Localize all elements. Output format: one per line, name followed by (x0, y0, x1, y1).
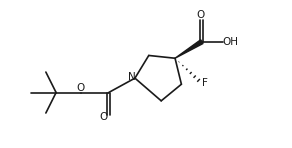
Text: O: O (197, 10, 205, 20)
Polygon shape (175, 40, 203, 58)
Text: O: O (77, 83, 85, 92)
Text: O: O (99, 112, 107, 122)
Text: OH: OH (223, 37, 239, 47)
Text: N: N (128, 72, 135, 82)
Text: F: F (202, 78, 208, 88)
